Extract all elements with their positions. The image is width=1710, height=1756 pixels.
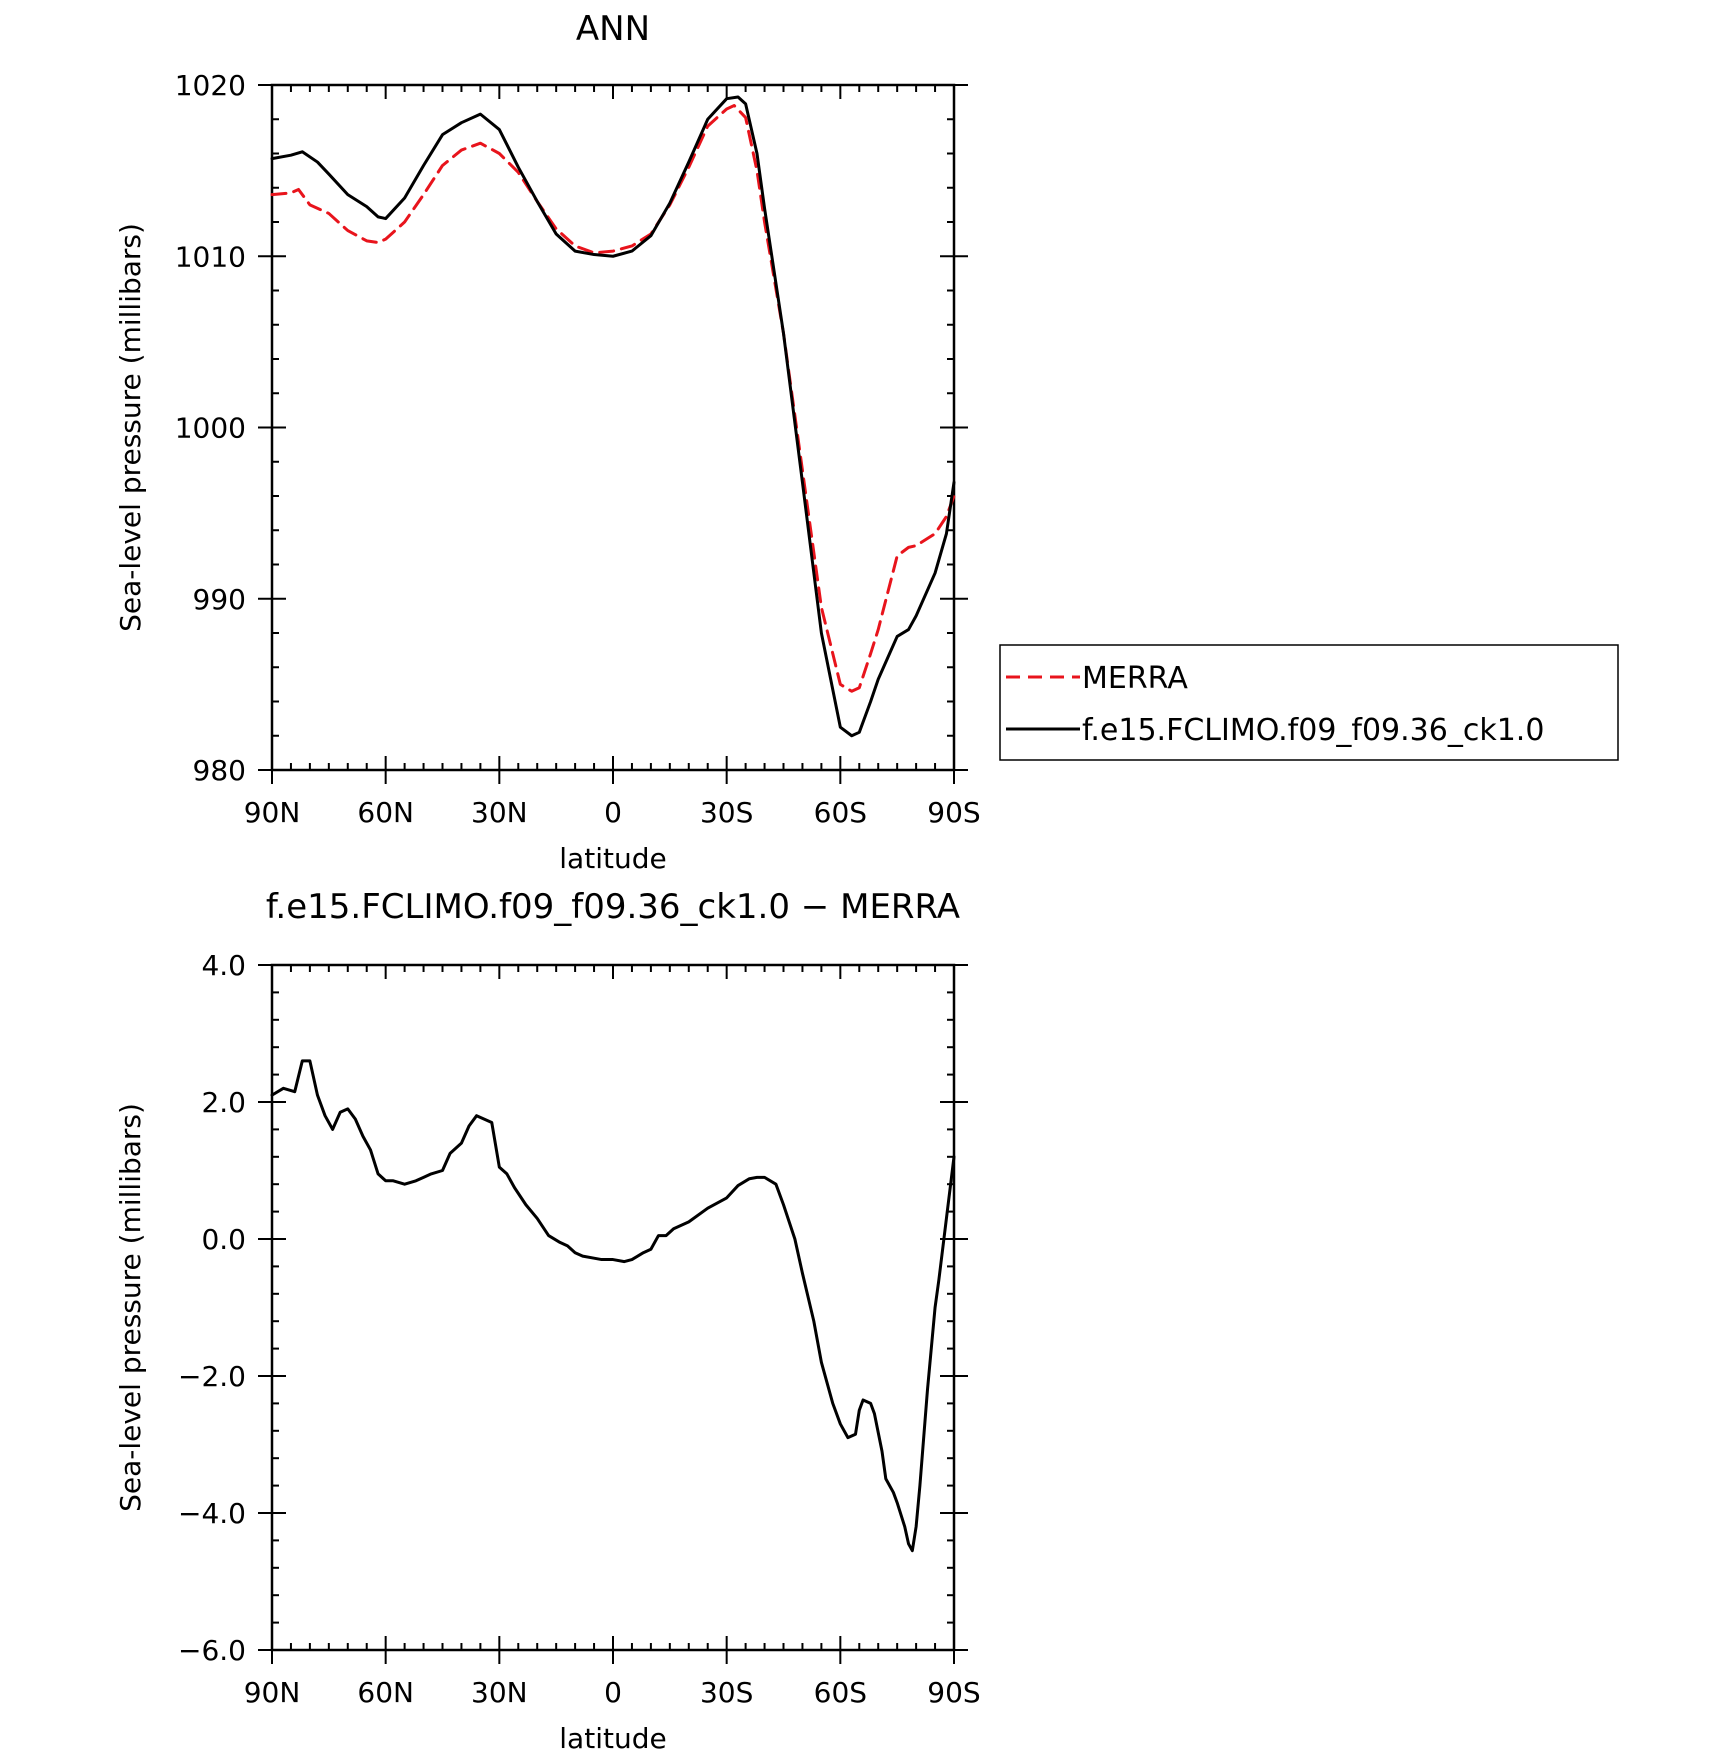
y-axis-title: Sea-level pressure (millibars) [114, 1103, 147, 1512]
x-tick-label: 60S [814, 1676, 867, 1709]
y-tick-label: 0.0 [201, 1223, 246, 1256]
y-tick-label: 990 [193, 583, 246, 616]
x-tick-label: 90S [927, 796, 980, 829]
chart-panel-2: f.e15.FCLIMO.f09_f09.36_ck1.0 − MERRA 90N… [114, 887, 981, 1755]
difference-line [270, 1059, 956, 1553]
chart-title: f.e15.FCLIMO.f09_f09.36_ck1.0 − MERRA [266, 887, 960, 927]
y-tick-label: 1000 [175, 412, 246, 445]
y-tick-label: −2.0 [178, 1360, 246, 1393]
x-tick-label: 0 [604, 796, 622, 829]
x-tick-label: 30N [471, 1676, 528, 1709]
legend-box [999, 644, 1619, 761]
x-tick-label: 90S [927, 1676, 980, 1709]
y-tick-label: −4.0 [178, 1497, 246, 1530]
x-tick-label: 30S [700, 1676, 753, 1709]
plot-frame [270, 83, 956, 772]
x-tick-label: 0 [604, 1676, 622, 1709]
y-tick-label: 1020 [175, 69, 246, 102]
x-axis-title: latitude [559, 1722, 666, 1755]
x-tick-label: 60N [357, 1676, 414, 1709]
x-tick-label: 30S [700, 796, 753, 829]
x-axis-title: latitude [559, 842, 666, 875]
legend: MERRA f.e15.FCLIMO.f09_f09.36_ck1.0 [999, 644, 1619, 761]
x-tick-label: 60S [814, 796, 867, 829]
legend-label: MERRA [1082, 661, 1188, 696]
y-tick-label: −6.0 [178, 1634, 246, 1667]
y-tick-label: 980 [193, 754, 246, 787]
y-axis-title: Sea-level pressure (millibars) [114, 223, 147, 632]
y-tick-label: 1010 [175, 240, 246, 273]
plot-frame [270, 963, 956, 1652]
y-tick-label: 2.0 [201, 1086, 246, 1119]
series-line-merra [270, 104, 956, 693]
series-line-f-e15-fclimo-f09-f09-36-ck1-0 [270, 95, 956, 738]
y-tick-label: 4.0 [201, 949, 246, 982]
x-tick-label: 90N [244, 796, 301, 829]
x-tick-label: 30N [471, 796, 528, 829]
legend-label: f.e15.FCLIMO.f09_f09.36_ck1.0 [1082, 713, 1544, 748]
chart-panel-1: ANN 90N 60N 30N 0 30S 60S 90S 1020 1010 1000 990 980… [114, 9, 1619, 875]
x-tick-label: 90N [244, 1676, 301, 1709]
chart-title: ANN [576, 9, 650, 49]
x-tick-label: 60N [357, 796, 414, 829]
